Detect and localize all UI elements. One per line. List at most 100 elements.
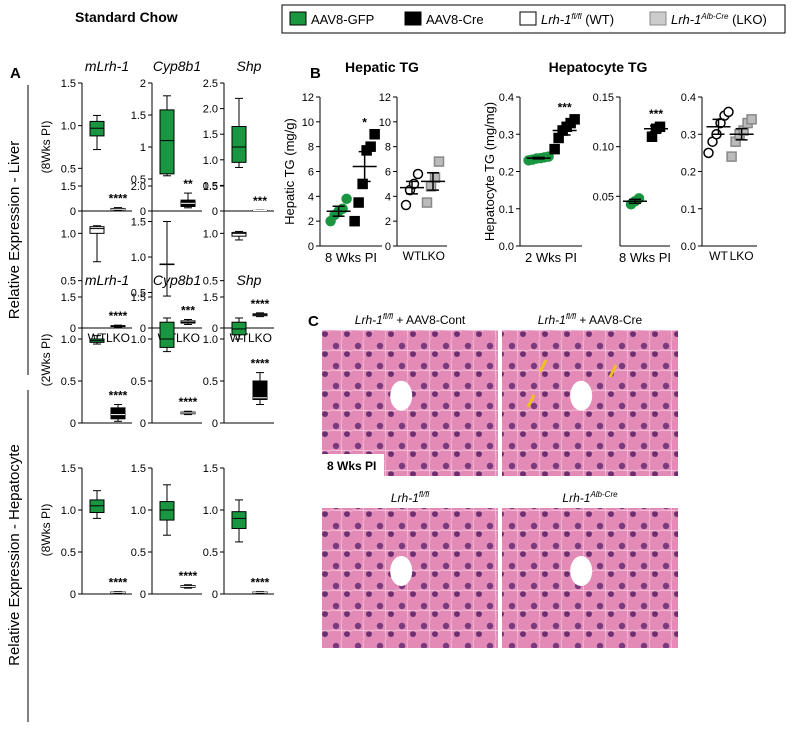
y-tick-label: 0.5 xyxy=(203,376,218,388)
box xyxy=(231,511,247,529)
row-label: (8Wks PI) xyxy=(39,121,53,174)
superscript: Alb-Cre xyxy=(589,490,618,499)
y-tick-label: 1.5 xyxy=(203,463,218,475)
y-tick-label: 0.5 xyxy=(203,180,218,192)
y-tick-label: 0.2 xyxy=(499,167,514,179)
y-tick-label: 1.0 xyxy=(61,228,76,240)
legend-label: AAV8-GFP xyxy=(311,12,374,27)
data-point xyxy=(421,197,433,208)
significance: ** xyxy=(183,177,193,191)
significance: * xyxy=(362,115,367,129)
y-tick-label: 10 xyxy=(379,117,391,129)
y-tick-label: 0 xyxy=(140,589,146,601)
significance: **** xyxy=(251,575,270,589)
y-tick-label: 1.5 xyxy=(131,217,146,229)
text: (WT) xyxy=(582,12,614,27)
box xyxy=(89,226,105,234)
data-point xyxy=(353,197,364,208)
data-point xyxy=(723,106,734,118)
y-tick-label: 4 xyxy=(308,191,314,203)
y-tick-label: 1.0 xyxy=(61,334,76,346)
superscript: fl/fl xyxy=(419,490,429,499)
legend-label: AAV8-Cre xyxy=(426,12,484,27)
data-point xyxy=(341,193,352,205)
data-point xyxy=(703,147,714,159)
significance: **** xyxy=(109,192,128,206)
data-point xyxy=(349,215,360,227)
y-tick-label: 0.5 xyxy=(131,547,146,559)
y-tick-label: 0.3 xyxy=(499,129,514,141)
y-tick-label: 12 xyxy=(379,92,391,104)
y-tick-label: 0.1 xyxy=(499,204,514,216)
y-tick-label: 0.5 xyxy=(61,376,76,388)
text: (LKO) xyxy=(728,12,766,27)
arrow xyxy=(608,364,618,378)
gene: Lrh-1 xyxy=(355,313,383,327)
arrow xyxy=(526,394,536,408)
y-tick-label: 0.1 xyxy=(681,204,696,216)
box xyxy=(231,231,247,237)
y-tick-label: 6 xyxy=(385,167,391,179)
y-tick-label: 0.05 xyxy=(593,191,614,203)
vessel xyxy=(390,380,413,411)
y-tick-label: 0.0 xyxy=(681,241,696,253)
y-tick-label: 0 xyxy=(212,206,218,218)
legend-swatch xyxy=(519,11,537,26)
y-tick-label: 0 xyxy=(212,418,218,430)
gene: Lrh-1 xyxy=(562,491,590,505)
y-tick-label: 1 xyxy=(140,142,146,154)
chart-title: Cyp8b1 xyxy=(153,58,201,74)
data-point xyxy=(549,143,560,155)
data-point xyxy=(726,151,737,162)
y-tick-label: 0 xyxy=(308,241,314,253)
chart-title: mLrh-1 xyxy=(85,58,129,74)
significance: **** xyxy=(179,395,198,409)
data-point xyxy=(433,156,445,167)
y-tick-label: 0.5 xyxy=(131,376,146,388)
axis-title: Relative Expression - Hepatocyte xyxy=(6,444,23,666)
significance: **** xyxy=(109,575,128,589)
vessel xyxy=(570,380,593,411)
data-point xyxy=(369,129,380,140)
y-tick-label: 0.0 xyxy=(499,241,514,253)
significance: **** xyxy=(251,297,270,311)
superscript: fl/fl xyxy=(571,12,581,21)
y-tick-label: 1.5 xyxy=(203,181,218,193)
y-axis-title: Hepatic TG (mg/g) xyxy=(282,118,297,225)
y-tick-label: 0.4 xyxy=(681,92,696,104)
chart-title: Shp xyxy=(237,272,262,288)
legend-label: Lrh-1Alb-Cre (LKO) xyxy=(671,12,767,27)
y-tick-label: 1.0 xyxy=(203,334,218,346)
legend-swatch xyxy=(404,11,422,26)
y-tick-label: 1.0 xyxy=(131,252,146,264)
superscript: fl/fl xyxy=(383,312,393,321)
axis-title: Relative Expression - Liver xyxy=(6,141,23,319)
significance: *** xyxy=(558,100,572,114)
data-point xyxy=(654,121,666,133)
superscript: Alb-Cre xyxy=(700,12,729,21)
data-point xyxy=(569,114,580,125)
y-tick-label: 1.5 xyxy=(203,292,218,304)
y-tick-label: 8 xyxy=(385,142,391,154)
y-tick-label: 1.5 xyxy=(131,110,146,122)
y-tick-label: 0 xyxy=(140,418,146,430)
y-tick-label: 0.4 xyxy=(499,92,514,104)
y-tick-label: 2.5 xyxy=(203,78,218,90)
chart-title: Cyp8b1 xyxy=(153,272,201,288)
x-axis-label: 8 Wks PI xyxy=(325,250,377,265)
y-tick-label: 10 xyxy=(302,117,314,129)
legend-swatch xyxy=(289,11,307,26)
row-label: (2Wks PI) xyxy=(39,334,53,387)
text: + AAV8-Cre xyxy=(576,313,642,327)
y-tick-label: 0.3 xyxy=(681,129,696,141)
vessel xyxy=(390,556,413,586)
y-tick-label: 4 xyxy=(385,191,391,203)
y-tick-label: 0.2 xyxy=(681,167,696,179)
gene: Lrh-1 xyxy=(671,12,701,27)
y-tick-label: 1.0 xyxy=(131,505,146,517)
superscript: fl/fl xyxy=(566,312,576,321)
y-tick-label: 6 xyxy=(308,167,314,179)
row-label: (8Wks PI) xyxy=(39,504,53,557)
y-tick-label: 2.0 xyxy=(203,104,218,116)
significance: *** xyxy=(649,107,663,121)
